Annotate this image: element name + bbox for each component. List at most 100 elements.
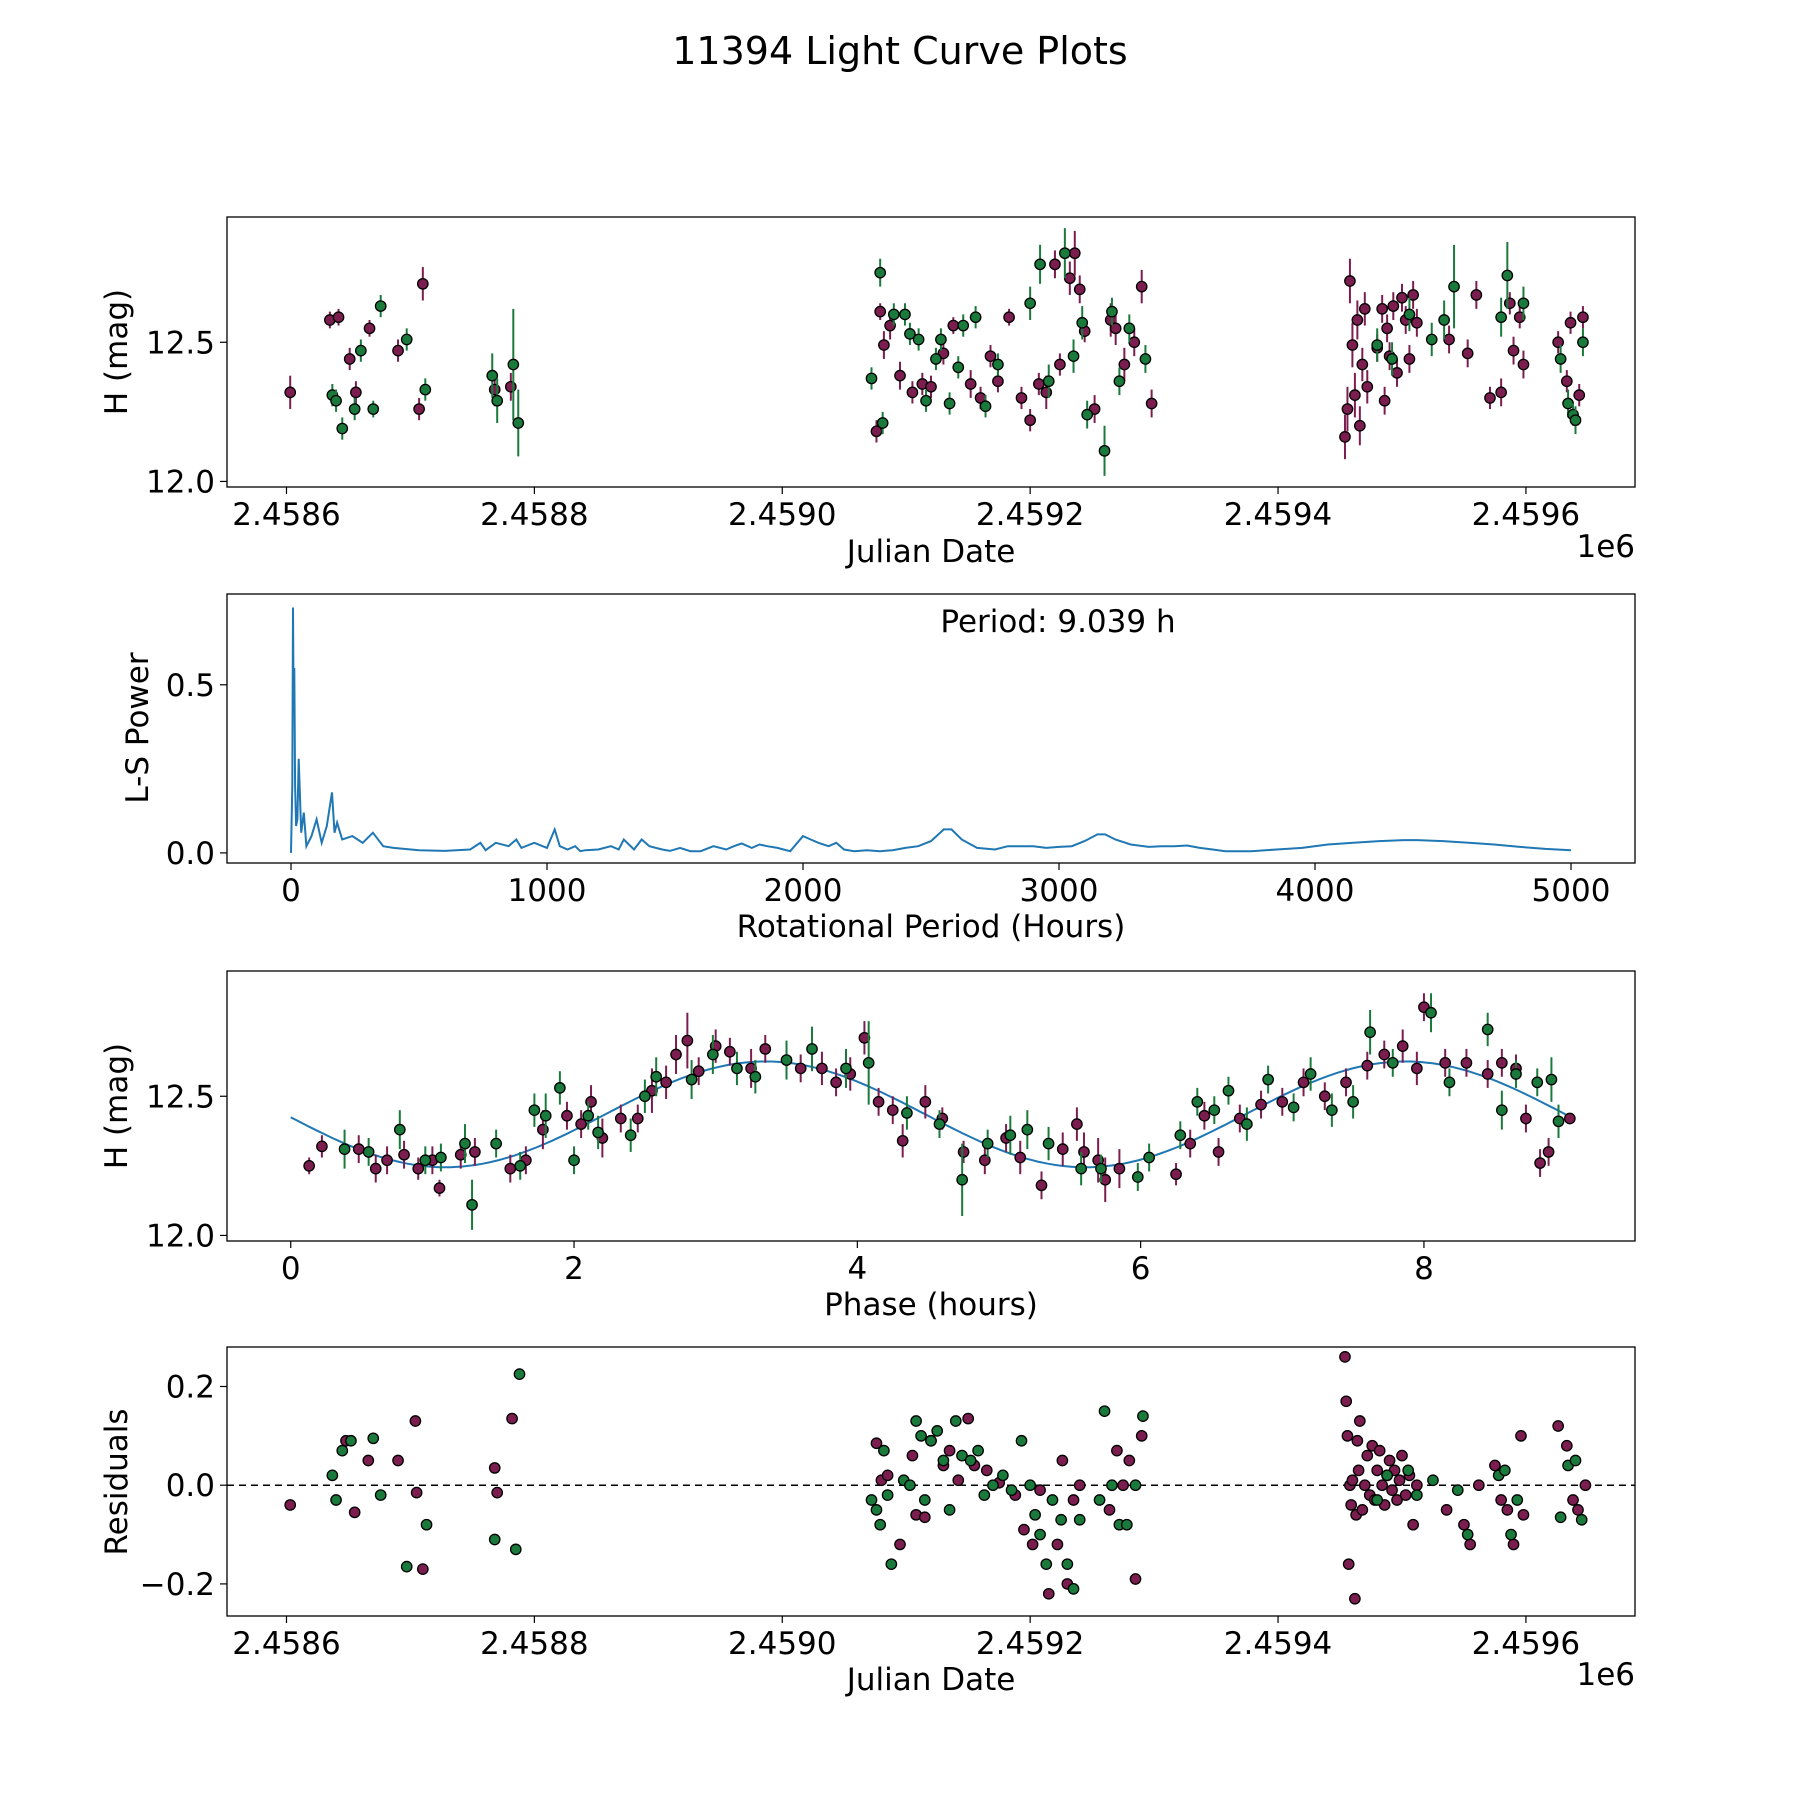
green-data-point (899, 308, 911, 321)
magenta-data-point (369, 1162, 382, 1175)
green-data-point (1046, 1494, 1059, 1506)
magenta-data-point (1443, 333, 1455, 346)
lightcurve-xtick-label: 2.4586 (232, 497, 340, 533)
magenta-data-point (1393, 1474, 1406, 1487)
magenta-data-point (1489, 1459, 1501, 1472)
green-data-point (1123, 322, 1136, 335)
residuals-xtick-label: 2.4588 (480, 1626, 588, 1662)
magenta-data-point (1128, 336, 1141, 349)
magenta-data-point (1495, 386, 1507, 399)
magenta-data-point (1507, 1538, 1520, 1551)
green-data-point (1042, 1137, 1055, 1150)
magenta-data-point (1391, 1494, 1403, 1506)
magenta-data-point (1032, 378, 1045, 390)
magenta-data-point (1135, 1429, 1148, 1442)
magenta-data-point (1542, 1146, 1555, 1158)
magenta-data-point (1517, 1508, 1530, 1521)
green-data-point (582, 1109, 595, 1122)
magenta-data-point (1361, 1449, 1374, 1462)
magenta-data-point (1534, 1157, 1546, 1169)
magenta-data-point (1040, 386, 1053, 399)
green-data-point (918, 1494, 931, 1506)
magenta-data-point (1495, 1494, 1507, 1506)
magenta-data-point (1387, 300, 1400, 312)
green-data-point (362, 1146, 375, 1158)
lightcurve-xtick-label: 2.4592 (976, 497, 1084, 533)
magenta-data-point (1123, 1454, 1136, 1467)
periodogram-plot-area (290, 607, 1572, 853)
green-data-point (1241, 1118, 1253, 1130)
magenta-data-point (348, 1506, 361, 1519)
green-data-point (1448, 280, 1460, 293)
green-data-point (650, 1070, 663, 1083)
green-data-point (685, 1073, 698, 1086)
green-data-point (901, 1107, 913, 1119)
phased-plot-area (290, 993, 1576, 1230)
green-data-point (1411, 1489, 1423, 1501)
magenta-data-point (1573, 389, 1586, 401)
periodogram-xtick-label: 0 (281, 873, 301, 909)
magenta-data-point (1349, 389, 1361, 401)
lightcurve-ylabel: H (mag) (99, 289, 135, 415)
green-data-point (1174, 1129, 1187, 1142)
green-data-point (400, 333, 413, 346)
magenta-data-point (1386, 1484, 1398, 1496)
magenta-data-point (412, 1162, 425, 1175)
residuals-xtick-label: 2.4586 (232, 1626, 340, 1662)
magenta-data-point (1068, 247, 1081, 260)
green-data-point (1029, 1508, 1041, 1521)
green-data-point (1381, 1469, 1393, 1482)
green-data-point (512, 417, 525, 429)
magenta-data-point (1073, 283, 1086, 296)
green-data-point (915, 1429, 927, 1442)
green-data-point (1554, 1511, 1567, 1524)
periodogram-xtick-label: 1000 (508, 873, 587, 909)
green-data-point (507, 358, 520, 371)
green-data-point (326, 1469, 339, 1482)
residuals-xtick-label: 2.4596 (1472, 1626, 1580, 1662)
green-data-point (943, 1504, 956, 1516)
green-data-point (878, 1444, 890, 1457)
magenta-data-point (886, 1104, 899, 1117)
green-data-point (374, 300, 387, 312)
magenta-data-point (1026, 1538, 1039, 1551)
magenta-data-point (343, 353, 356, 365)
magenta-data-point (488, 383, 501, 396)
magenta-data-point (964, 378, 977, 390)
magenta-data-point (894, 1538, 906, 1551)
magenta-data-point (1577, 311, 1589, 324)
magenta-data-point (1458, 1518, 1470, 1531)
magenta-data-point (1255, 1098, 1267, 1111)
magenta-data-point (1341, 1429, 1354, 1442)
magenta-data-point (491, 1486, 504, 1499)
lightcurve-axes-frame (226, 216, 1636, 488)
green-data-point (1075, 1162, 1087, 1175)
phased-xtick-label: 0 (281, 1251, 301, 1287)
model-fit-curve (290, 1060, 1572, 1169)
magenta-data-point (284, 386, 297, 399)
magenta-data-point (1373, 1444, 1386, 1457)
figure-title: 11394 Light Curve Plots (672, 29, 1127, 73)
residuals-xlabel: Julian Date (845, 1662, 1016, 1698)
green-data-point (336, 422, 349, 435)
residuals-offset-label: 1e6 (1576, 1657, 1635, 1693)
magenta-data-point (1552, 336, 1565, 349)
magenta-data-point (1358, 1479, 1371, 1492)
magenta-data-point (1349, 1592, 1361, 1605)
green-data-point (568, 1154, 580, 1167)
magenta-data-point (1381, 322, 1393, 335)
green-data-point (969, 311, 982, 324)
green-data-point (1137, 1410, 1149, 1422)
green-data-point (554, 1082, 566, 1094)
magenta-data-point (1018, 1523, 1030, 1536)
green-data-point (920, 394, 932, 407)
magenta-data-point (1572, 1504, 1584, 1516)
green-data-point (1040, 1558, 1053, 1571)
green-data-point (1004, 1129, 1017, 1142)
magenta-data-point (984, 350, 997, 363)
green-data-point (1076, 316, 1089, 329)
magenta-data-point (1339, 431, 1351, 443)
magenta-data-point (1356, 1504, 1369, 1516)
lightcurve-xtick-label: 2.4594 (1224, 497, 1332, 533)
